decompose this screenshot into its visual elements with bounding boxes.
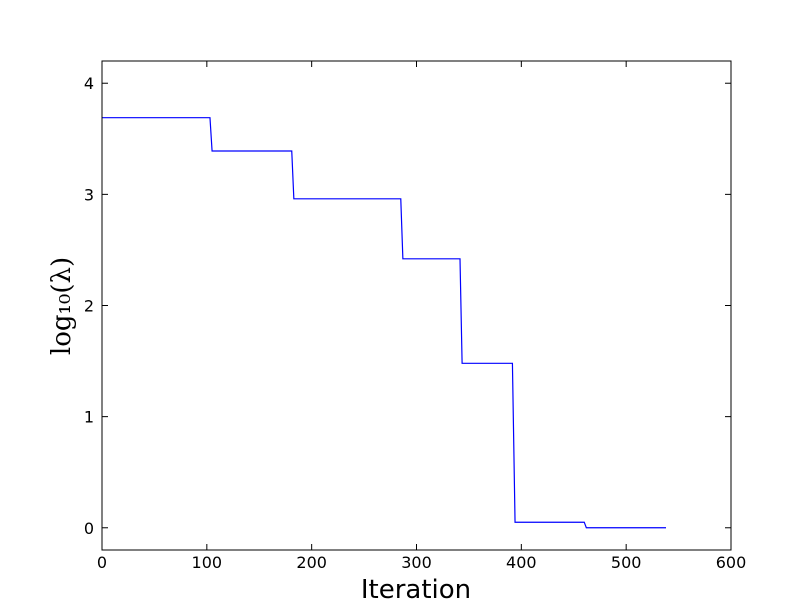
y-tick-label: 1 [84, 408, 94, 427]
x-tick-label: 500 [611, 553, 642, 572]
x-tick-label: 0 [97, 553, 107, 572]
line [102, 117, 667, 529]
y-tick-label: 2 [84, 297, 94, 316]
x-tick-label: 100 [192, 553, 223, 572]
x-tick-label: 200 [296, 553, 327, 572]
y-axis-label: log₁₀(λ) [47, 257, 77, 355]
plot-frame [101, 60, 732, 551]
x-tick-label: 300 [401, 553, 432, 572]
x-tick-label: 600 [716, 553, 747, 572]
y-tick-label: 3 [84, 185, 94, 204]
y-tick-label: 4 [84, 74, 94, 93]
x-axis-label: Iteration [361, 575, 471, 605]
y-tick-label: 0 [84, 519, 94, 538]
x-tick-label: 400 [506, 553, 537, 572]
